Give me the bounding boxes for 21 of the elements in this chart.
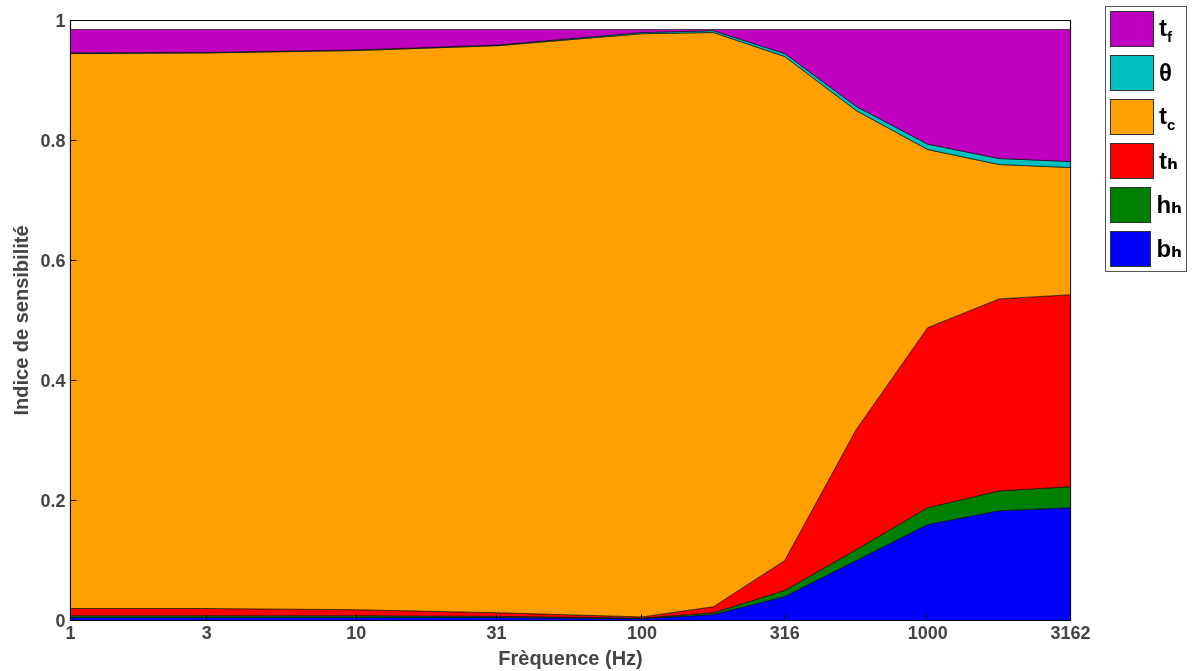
x-tick-label: 10 (346, 622, 367, 643)
legend-label: hₕ (1156, 189, 1182, 220)
y-axis-title: Indice de sensibilité (10, 225, 33, 416)
y-tick-label: 0.8 (40, 131, 66, 151)
legend-label: t$_{f}$ (1159, 12, 1172, 47)
x-tick-label: 3162 (1050, 622, 1091, 643)
x-tick-label: 1000 (907, 622, 948, 643)
y-tick-label: 0 (55, 611, 66, 631)
y-tick-label: 0.2 (40, 491, 66, 511)
y-tick-label: 0.6 (40, 251, 66, 271)
text: t$_{c}$ (1159, 100, 1176, 135)
legend-label: tₕ (1159, 145, 1178, 176)
x-tick-label: 316 (769, 622, 800, 643)
y-tick-label: 0.4 (40, 371, 66, 391)
legend-label: θ (1159, 57, 1172, 88)
legend-label: bₕ (1156, 233, 1182, 264)
x-tick-label: 31 (486, 622, 507, 643)
x-tick-label: 3 (201, 622, 212, 643)
x-tick-label: 100 (626, 622, 657, 643)
y-tick-label: 1 (55, 11, 66, 31)
x-axis-title: Frèquence (Hz) (498, 646, 643, 669)
